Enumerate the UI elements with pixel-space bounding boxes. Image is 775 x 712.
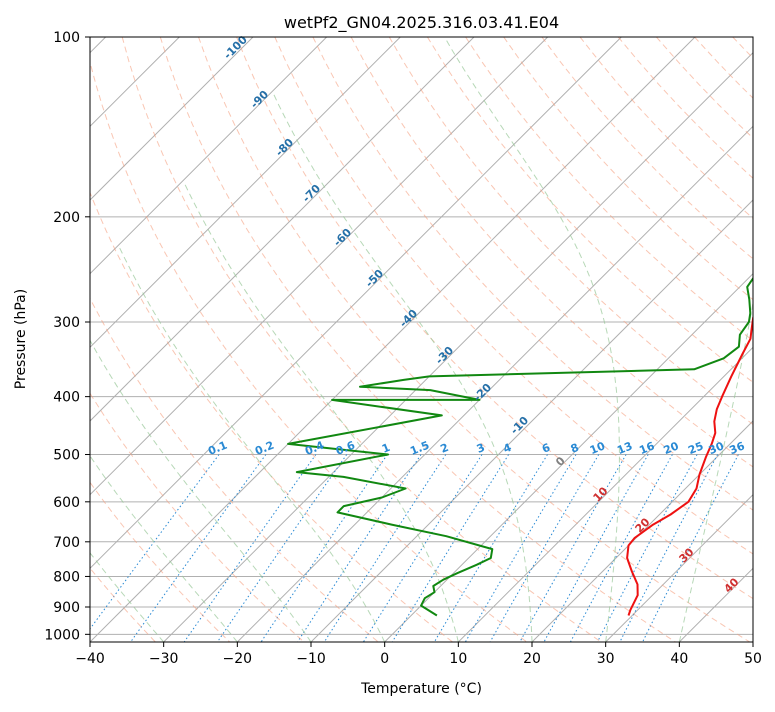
x-tick-label: 40 [670,651,688,667]
chart-title: wetPf2_GN04.2025.316.03.41.E04 [284,13,559,33]
y-tick-label: 200 [53,210,80,226]
y-tick-label: 300 [53,315,80,331]
y-tick-label: 100 [53,30,80,46]
y-tick-label: 400 [53,390,80,406]
y-tick-label: 700 [53,535,80,551]
x-tick-label: 10 [449,651,467,667]
x-axis-label: Temperature (°C) [360,681,482,697]
x-tick-label: −40 [75,651,105,667]
x-tick-label: 20 [523,651,541,667]
x-tick-label: 0 [380,651,389,667]
y-tick-label: 800 [53,569,80,585]
x-tick-label: −10 [296,651,326,667]
x-tick-label: 30 [597,651,615,667]
x-tick-label: 50 [744,651,762,667]
x-tick-label: −30 [149,651,179,667]
x-tick-label: −20 [223,651,253,667]
y-tick-label: 500 [53,448,80,464]
y-axis-label: Pressure (hPa) [13,289,29,389]
y-tick-label: 1000 [44,627,80,643]
plot-area [90,37,753,642]
y-tick-label: 900 [53,600,80,616]
y-tick-label: 600 [53,495,80,511]
